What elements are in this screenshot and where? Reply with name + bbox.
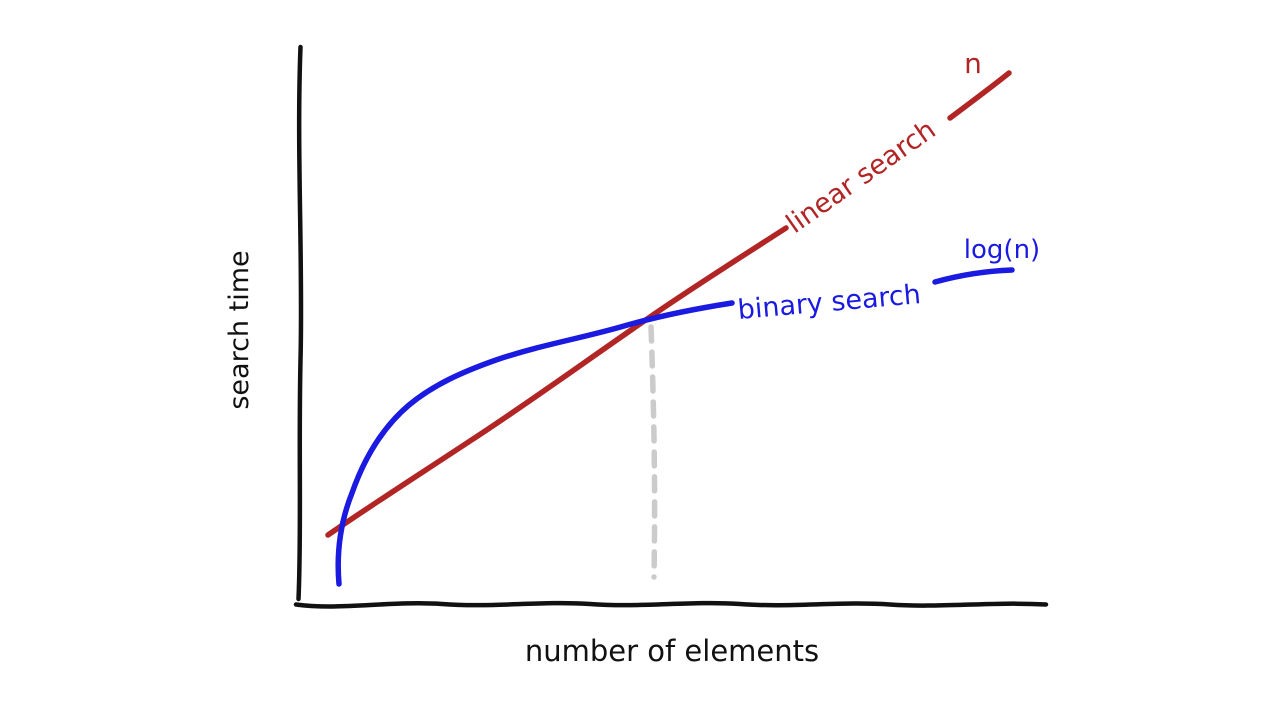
x-axis-line bbox=[293, 600, 1049, 609]
crossover-dashed-line bbox=[648, 324, 658, 580]
linear-search-curve-end bbox=[947, 70, 1012, 121]
binary-search-curve-main bbox=[335, 300, 735, 587]
binary-end-label: log(n) bbox=[964, 235, 1040, 265]
linear-end-label: n bbox=[964, 47, 982, 80]
linear-search-label: linear search bbox=[781, 114, 942, 240]
x-axis-label: number of elements bbox=[525, 634, 819, 668]
linear-search-curve-main bbox=[325, 225, 789, 538]
y-axis-label: search time bbox=[224, 250, 255, 409]
binary-search-label: binary search bbox=[736, 279, 922, 326]
y-axis-line bbox=[296, 44, 304, 602]
binary-search-curve-end bbox=[932, 267, 1015, 285]
